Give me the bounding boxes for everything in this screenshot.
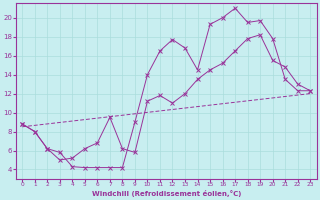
X-axis label: Windchill (Refroidissement éolien,°C): Windchill (Refroidissement éolien,°C) [92,190,241,197]
